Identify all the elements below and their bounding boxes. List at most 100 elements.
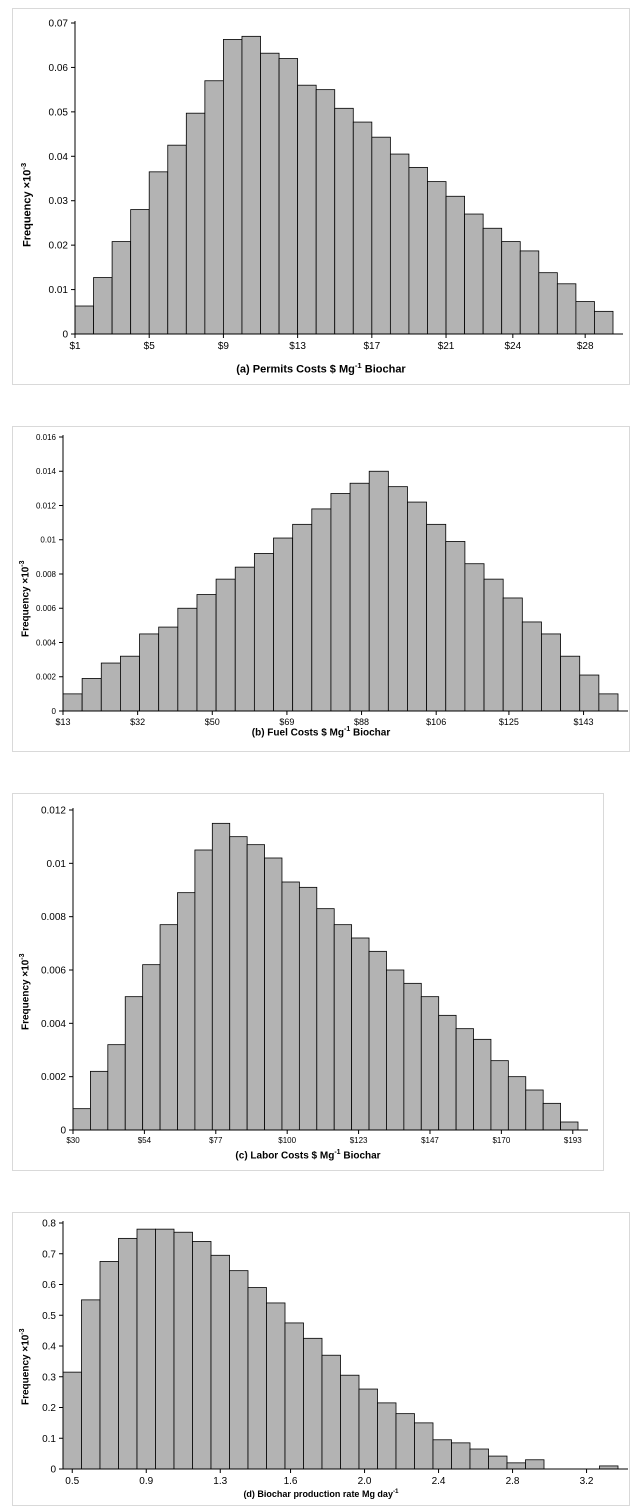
histogram-bar [120,655,140,712]
histogram-bar [321,1354,341,1470]
y-tick-label: 0.07 [49,19,69,30]
histogram-bar [464,213,484,335]
histogram-bar [215,578,236,712]
histogram-bar [223,39,243,335]
y-tick-label: 0.016 [36,433,57,442]
x-tick-label: $5 [144,341,156,352]
x-tick-label: $50 [205,717,220,727]
histogram-bar [173,1231,193,1470]
y-tick-label: 0.012 [36,501,57,510]
histogram-bar [99,1261,119,1470]
y-tick-label: 0.4 [42,1342,56,1353]
chart-panel-c: 0 0.002 0.004 0.006 0.008 0.01 0.012 $30 $54 $77 $… [12,793,604,1171]
y-axis-title: Frequency ×10-3 [19,1328,32,1405]
y-tick-label: 0 [52,707,57,716]
histogram-bar [253,553,274,712]
histogram-bar [521,621,542,712]
histogram-a: 0 0.01 0.02 0.03 0.04 0.05 0.06 0.07 $1 $5 $9 $13 $1… [49,19,623,352]
y-tick-label: 0.01 [49,285,69,296]
chart-panel-d: 0 0.1 0.2 0.3 0.4 0.5 0.6 0.7 0.8 0.5 0.9 1.3 1.6 2.0… [12,1212,630,1506]
y-tick-label: 0.004 [41,1019,66,1030]
histogram-bar [124,996,144,1131]
histogram-bar [159,924,178,1131]
histogram-bar [315,89,336,335]
histogram-bar [560,1121,579,1131]
y-tick-label: 0.01 [40,536,56,545]
y-tick-label: 0.5 [42,1311,56,1322]
x-tick-label: $125 [499,717,519,727]
x-tick-label: $32 [130,717,145,727]
histogram-bar [502,597,523,712]
x-tick-label: $9 [218,341,230,352]
histogram-bar [155,1228,175,1470]
histogram-bar [81,1299,101,1470]
histogram-bar [111,241,132,335]
histogram-bar [414,1422,434,1470]
histogram-bar [340,1374,360,1470]
histogram-bar [62,1371,82,1470]
y-tick-label: 0.04 [49,152,69,163]
histogram-bar [368,950,387,1131]
x-tick-label: $88 [354,717,369,727]
histogram-bar [234,566,255,712]
x-tick-label: 1.6 [284,1476,298,1487]
y-tick-label: 0.02 [49,241,69,252]
x-tick-label: $17 [363,341,380,352]
histogram-bar [281,881,300,1131]
histogram-bar [407,501,428,712]
histogram-bar [142,964,161,1131]
histogram-bar [598,693,619,712]
histogram-bar [246,844,265,1131]
histogram-bar [334,107,354,335]
histogram-bar [118,1237,138,1470]
y-tick-label: 0.06 [49,63,69,74]
histogram-bar [482,227,503,335]
y-tick-label: 0.008 [36,570,57,579]
histogram-bar [298,886,318,1131]
histogram-bar [542,1102,561,1131]
histogram-bar [525,1089,544,1131]
histogram-bar [316,908,335,1131]
histogram-bar [148,171,169,335]
y-axis-title: Frequency ×10-3 [19,953,32,1030]
y-tick-label: 0.6 [42,1280,56,1291]
x-tick-label: $1 [69,341,81,352]
histogram-bar [273,537,294,712]
histogram-bar [483,578,504,712]
y-tick-label: 0.1 [42,1434,56,1445]
histogram-bar [358,1388,378,1470]
histogram-bar [403,982,422,1131]
y-tick-label: 0.03 [49,196,69,207]
y-tick-label: 0.3 [42,1372,56,1383]
histogram-bar [136,1228,156,1470]
x-tick-label: 2.0 [358,1476,372,1487]
histogram-bar [525,1459,545,1470]
histogram-bar [204,80,224,335]
histogram-bar [167,144,187,335]
y-tick-label: 0.006 [41,966,66,977]
x-tick-label: $13 [55,717,70,727]
histogram-bar [192,1241,212,1470]
histogram-bar [177,892,196,1131]
histogram-bar [211,822,231,1131]
histogram-bar [420,996,440,1131]
x-axis-title: (b) Fuel Costs $ Mg-1 Biochar [251,726,391,739]
histogram-bar [229,836,248,1131]
histogram-bar [541,633,561,712]
histogram-bar [210,1254,230,1470]
histogram-bar [177,607,198,712]
histogram-bar [264,857,283,1131]
histogram-bar [81,678,102,712]
histogram-bar [278,58,299,335]
histogram-bar [538,272,558,335]
histogram-bar [579,674,600,712]
x-axis-title: (c) Labor Costs $ Mg-1 Biochar [235,1149,381,1162]
histogram-bar [445,195,465,335]
histogram-bar [351,937,370,1131]
histogram-bar [297,84,317,335]
y-tick-label: 0 [50,1465,56,1476]
y-axis-title: Frequency ×10-3 [19,560,32,637]
histogram-bar [427,181,447,335]
x-tick-label: $123 [350,1136,368,1145]
histogram-bar [519,250,540,335]
